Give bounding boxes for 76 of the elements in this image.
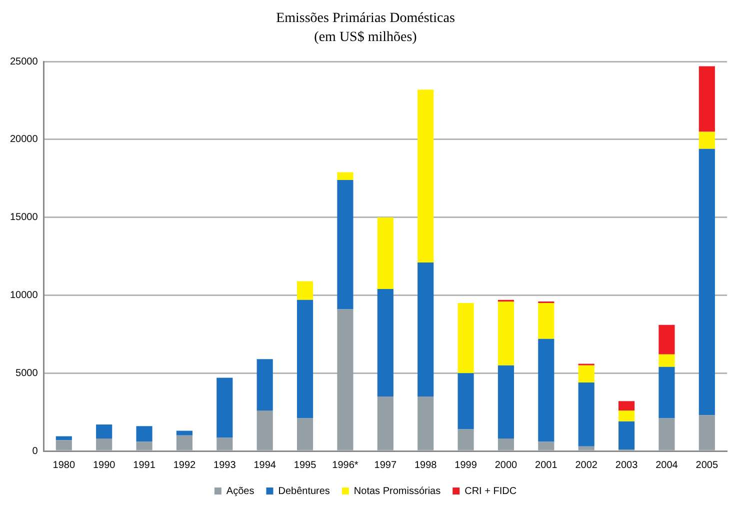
bar [337,172,354,180]
x-tick-label: 2003 [615,460,638,471]
bar [698,132,715,149]
y-tick-label: 0 [32,446,38,457]
bar [176,435,193,450]
x-tick-label: 1997 [374,460,397,471]
y-tick-label: 20000 [10,134,38,146]
x-tick-label: 1995 [294,460,317,471]
x-tick-label: 2002 [575,460,598,471]
bar [458,303,474,374]
bar [578,365,594,382]
bar [658,418,675,450]
bar [658,366,675,418]
x-tick-label: 2000 [494,460,518,471]
x-tick-label: 1992 [173,460,196,471]
legend-label: Debêntures [278,486,330,497]
bar [418,262,434,396]
bar [256,410,273,450]
x-tick-label: 1994 [254,460,276,471]
bar [216,438,233,450]
x-tick-label: 2001 [535,460,558,471]
chart-subtitle: (em US$ milhões) [314,30,418,45]
legend-label: Ações [226,486,254,497]
x-tick-label: 1990 [92,460,116,471]
bar [96,424,112,439]
bar [136,442,152,450]
bar [658,324,675,354]
x-tick-label: 2004 [656,460,678,471]
x-tick-label: 1991 [133,460,156,471]
bar [578,382,594,446]
bar [377,396,394,450]
bar [698,66,715,132]
bar [458,373,474,430]
bar [458,429,474,450]
bar [337,309,354,450]
y-tick-label: 5000 [16,368,38,379]
bar [498,301,514,366]
bar [418,90,434,263]
bar [337,180,354,310]
bar [658,354,675,367]
bar [538,442,554,450]
x-tick-label: 2005 [696,460,718,471]
bar [538,338,554,442]
bar [498,365,514,439]
legend-label: Notas Promissórias [354,486,441,497]
y-tick-label: 10000 [10,290,38,301]
bar [296,281,314,300]
legend-label: CRI + FIDC [464,486,517,497]
bar [698,148,715,416]
bar [698,415,715,450]
bar [296,418,314,450]
bar [418,396,434,450]
bar [56,440,72,450]
y-tick-label: 15000 [10,212,38,224]
x-tick-label: 1996* [332,460,358,471]
bar [498,438,514,450]
bar [176,430,193,436]
x-tick-label: 1999 [454,460,478,471]
bar [56,436,72,440]
bar [136,426,152,442]
bar [256,359,273,411]
bar [377,289,394,396]
bar [618,410,635,422]
bar [377,217,394,290]
bar [96,438,112,450]
bar [216,378,233,438]
bar [296,300,314,418]
x-tick-label: 1993 [214,460,236,471]
bar [618,421,635,450]
bar [578,446,594,450]
bar [618,401,635,411]
x-tick-label: 1998 [414,460,438,471]
chart-title: Emissões Primárias Domésticas [276,11,455,26]
y-tick-label: 25000 [10,56,38,68]
x-tick-label: 1980 [52,460,76,471]
bar [538,303,554,339]
